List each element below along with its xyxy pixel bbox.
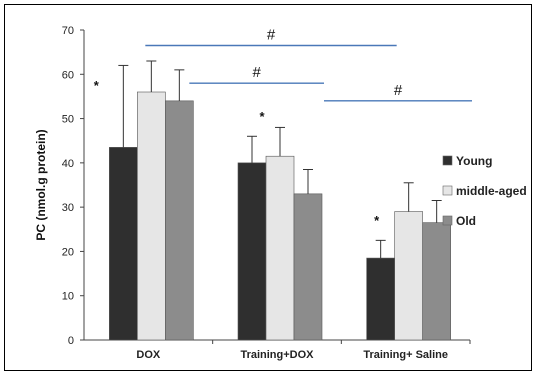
y-tick-label-0: 0 xyxy=(68,335,74,347)
legend-label-1: middle-aged xyxy=(456,184,527,198)
x-tick-label-0: DOX xyxy=(136,349,161,361)
bar-0-1 xyxy=(237,162,267,341)
y-tick-label-4: 40 xyxy=(62,158,74,170)
bar-1-0 xyxy=(137,91,166,341)
legend-swatch-0 xyxy=(442,155,453,166)
bar-0-0 xyxy=(109,147,138,341)
y-tick-label-5: 50 xyxy=(62,114,74,126)
y-tick-label-3: 30 xyxy=(62,202,74,214)
y-axis-label: PC (nmol.g protein) xyxy=(34,129,48,240)
significance-hash-2: # xyxy=(394,82,403,99)
bar-2-2 xyxy=(422,222,451,341)
bar-0-2 xyxy=(366,257,395,341)
legend-swatch-1 xyxy=(442,185,453,196)
legend-swatch-2 xyxy=(442,215,453,226)
significance-hash-0: # xyxy=(267,27,276,44)
significance-star-1: * xyxy=(259,109,265,124)
x-tick-label-1: Training+DOX xyxy=(240,349,314,361)
significance-hash-1: # xyxy=(252,64,261,81)
significance-star-2: * xyxy=(374,213,380,228)
bar-2-1 xyxy=(293,193,323,341)
y-tick-label-2: 20 xyxy=(62,246,74,258)
legend-label-0: Young xyxy=(456,154,492,168)
y-tick-label-1: 10 xyxy=(62,291,74,303)
bar-1-2 xyxy=(394,211,423,341)
y-tick-label-6: 60 xyxy=(62,69,74,81)
y-tick-label-7: 70 xyxy=(62,25,74,37)
bar-1-1 xyxy=(265,155,295,341)
x-tick-label-2: Training+ Saline xyxy=(363,349,448,361)
significance-star-0: * xyxy=(94,78,100,93)
legend-label-2: Old xyxy=(456,214,476,228)
bar-2-0 xyxy=(165,100,194,341)
